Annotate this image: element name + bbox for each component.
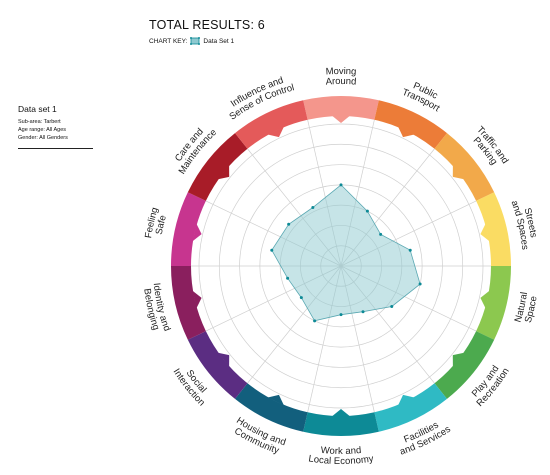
dataset-gender: Gender: All Genders: [18, 135, 68, 141]
data-point: [379, 232, 383, 236]
segment-label: Work and: [320, 444, 361, 456]
data-point: [361, 310, 365, 314]
ring-segment: [374, 100, 447, 149]
data-point: [313, 319, 317, 323]
segment-label-line: Local Economy: [308, 453, 375, 467]
data-point: [299, 296, 303, 300]
data-point: [339, 183, 343, 187]
dataset-age-range: Age range: All Ages: [18, 127, 67, 133]
segment-label-line: Moving: [325, 66, 356, 78]
segment-pointer: [452, 165, 465, 180]
segment-pointer: [267, 394, 284, 406]
data-point: [408, 248, 412, 252]
segment-label-line: Around: [325, 75, 356, 87]
ring-segment: [187, 133, 248, 201]
ring-segment: [434, 331, 495, 399]
dataset-sub-area: Sub-area: Tarbert: [18, 119, 61, 125]
ring-segment: [235, 100, 308, 149]
data-point: [286, 276, 290, 280]
ring-segment: [171, 192, 206, 266]
ring-segment: [476, 266, 511, 340]
chart-key-label: CHART KEY:: [149, 37, 188, 45]
ring-segment: [187, 331, 248, 399]
chart-key: CHART KEY: Data Set 1: [149, 37, 265, 45]
data-point: [287, 222, 291, 226]
ring-segment: [235, 383, 308, 432]
dataset-panel: Data set 1 Sub-area: Tarbert Age range: …: [18, 104, 93, 149]
segment-label: Local Economy: [308, 453, 375, 467]
segment-pointer: [192, 223, 202, 242]
dataset-divider: [18, 148, 93, 149]
data-point: [270, 248, 274, 252]
data-point: [365, 209, 369, 213]
segment-pointer: [452, 352, 465, 367]
ring-segment: [374, 383, 447, 432]
outer-segments: [171, 95, 511, 436]
series-area: [271, 184, 421, 322]
data-point: [390, 304, 394, 308]
header: TOTAL RESULTS: 6 CHART KEY: Data Set 1: [149, 18, 265, 45]
ring-segment: [171, 266, 206, 340]
ring-segment: [434, 133, 495, 201]
chart-key-series: Data Set 1: [203, 37, 235, 45]
ring-segment: [476, 192, 511, 266]
segment-label: Around: [325, 75, 356, 87]
segment-label: Moving: [325, 66, 356, 78]
segment-pointer: [480, 223, 490, 242]
segment-pointer: [192, 290, 202, 309]
series-swatch-icon: [190, 37, 201, 45]
data-point: [339, 313, 343, 317]
radar-series: [270, 183, 422, 323]
segment-pointer: [217, 165, 230, 180]
data-point: [311, 206, 315, 210]
segment-label-line: Work and: [320, 444, 361, 456]
segment-pointer: [398, 126, 415, 138]
ring-segment: [303, 412, 379, 436]
segment-pointer: [398, 394, 415, 406]
segment-pointer: [332, 409, 350, 417]
dataset-title: Data set 1: [18, 104, 57, 114]
segment-pointer: [332, 115, 350, 123]
segment-pointer: [267, 126, 284, 138]
segment-pointer: [217, 352, 230, 367]
ring-segment: [303, 95, 379, 120]
total-results: TOTAL RESULTS: 6: [149, 18, 265, 32]
segment-pointer: [480, 290, 490, 309]
data-point: [418, 282, 422, 286]
